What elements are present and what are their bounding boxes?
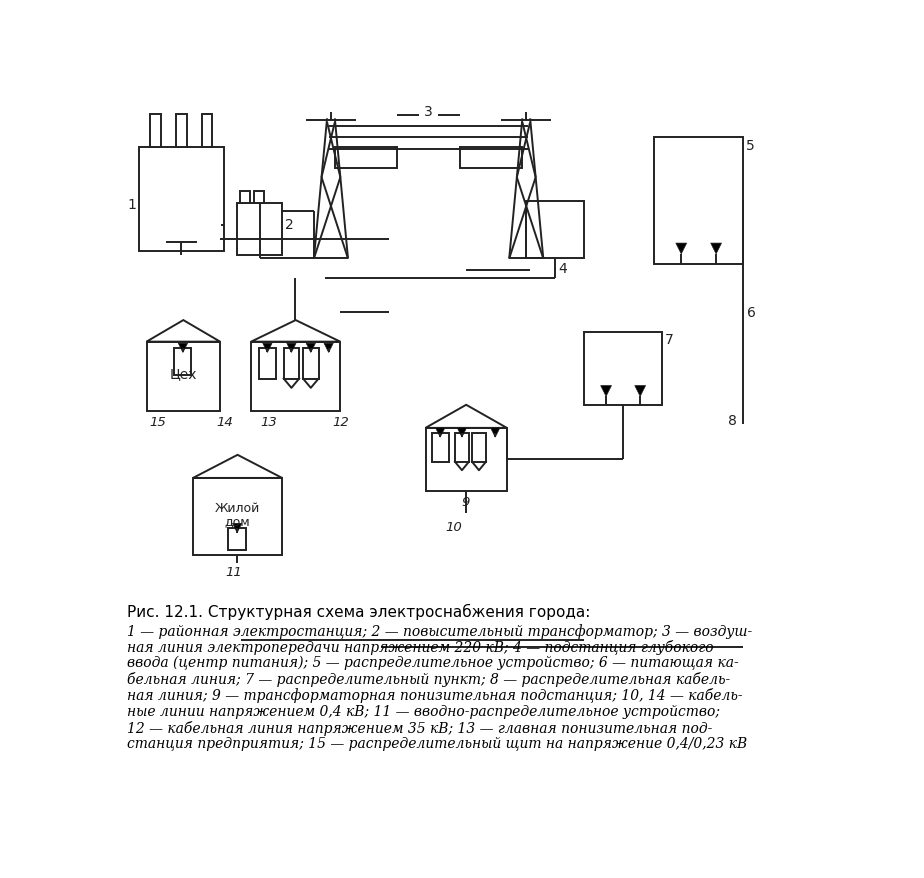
Text: 13: 13 (261, 416, 277, 428)
Text: ввода (центр питания); 5 — распределительное устройство; 6 — питающая ка-: ввода (центр питания); 5 — распределител… (128, 655, 739, 670)
Polygon shape (491, 428, 500, 437)
Bar (139, 148, 224, 251)
Bar (240, 191, 250, 204)
Text: 9: 9 (462, 496, 470, 508)
Bar (455, 433, 468, 462)
Text: Рис. 12.1. Структурная схема электроснабжения города:: Рис. 12.1. Структурная схема электроснаб… (128, 603, 590, 619)
Bar (460, 148, 522, 169)
Text: ные линии напряжением 0,4 кВ; 11 — вводно-распределительное устройство;: ные линии напряжением 0,4 кВ; 11 — вводн… (128, 704, 720, 717)
Bar (259, 349, 276, 379)
Text: 1 — районная электростанция; 2 — повысительный трансформатор; 3 — воздуш-: 1 — районная электростанция; 2 — повысит… (128, 623, 752, 637)
Bar (228, 529, 247, 550)
Text: 10: 10 (445, 521, 462, 533)
Text: 14: 14 (216, 416, 233, 428)
Polygon shape (457, 428, 467, 437)
Text: дом: дом (225, 515, 250, 527)
Text: 12 — кабельная линия напряжением 35 кВ; 13 — главная понизительная под-: 12 — кабельная линия напряжением 35 кВ; … (128, 720, 712, 735)
Bar (193, 479, 282, 555)
Bar (425, 428, 507, 492)
Polygon shape (262, 344, 272, 353)
Bar (254, 191, 264, 204)
Bar (334, 148, 396, 169)
Text: 2: 2 (286, 218, 294, 232)
Bar (527, 201, 584, 259)
Text: 4: 4 (559, 262, 567, 276)
Polygon shape (178, 344, 188, 353)
Polygon shape (601, 386, 612, 397)
Text: 12: 12 (333, 416, 349, 428)
Bar (472, 433, 486, 462)
Polygon shape (286, 344, 296, 353)
Bar (175, 349, 191, 375)
Bar (176, 115, 187, 148)
Text: 6: 6 (748, 306, 756, 320)
Polygon shape (711, 244, 722, 255)
Bar (284, 349, 299, 379)
Text: бельная линия; 7 — распределительный пункт; 8 — распределительная кабель-: бельная линия; 7 — распределительный пун… (128, 672, 730, 687)
Bar (654, 138, 743, 264)
Bar (151, 115, 161, 148)
Bar (584, 332, 662, 406)
Text: 5: 5 (747, 139, 755, 153)
Bar (237, 204, 282, 255)
Text: ная линия электропередачи напряжением 220 кВ; 4 — подстанция глубокого: ная линия электропередачи напряжением 22… (128, 639, 713, 654)
Text: 8: 8 (728, 414, 736, 428)
Polygon shape (306, 344, 315, 353)
Text: 1: 1 (128, 198, 137, 212)
Text: 11: 11 (225, 565, 242, 579)
Polygon shape (233, 524, 242, 533)
Text: 7: 7 (665, 333, 674, 347)
Text: станция предприятия; 15 — распределительный щит на напряжение 0,4/0,23 кВ: станция предприятия; 15 — распределитель… (128, 736, 748, 750)
Bar (201, 115, 213, 148)
Text: Цех: Цех (169, 366, 197, 380)
Bar (147, 342, 220, 412)
Bar (251, 342, 340, 412)
Bar (432, 433, 449, 462)
Polygon shape (675, 244, 687, 255)
Text: 15: 15 (150, 416, 166, 428)
Bar (303, 349, 319, 379)
Text: ная линия; 9 — трансформаторная понизительная подстанция; 10, 14 — кабель-: ная линия; 9 — трансформаторная понизите… (128, 687, 743, 702)
Polygon shape (435, 428, 444, 437)
Polygon shape (635, 386, 646, 397)
Polygon shape (324, 344, 334, 353)
Text: Жилой: Жилой (214, 501, 260, 515)
Text: 3: 3 (424, 104, 433, 119)
